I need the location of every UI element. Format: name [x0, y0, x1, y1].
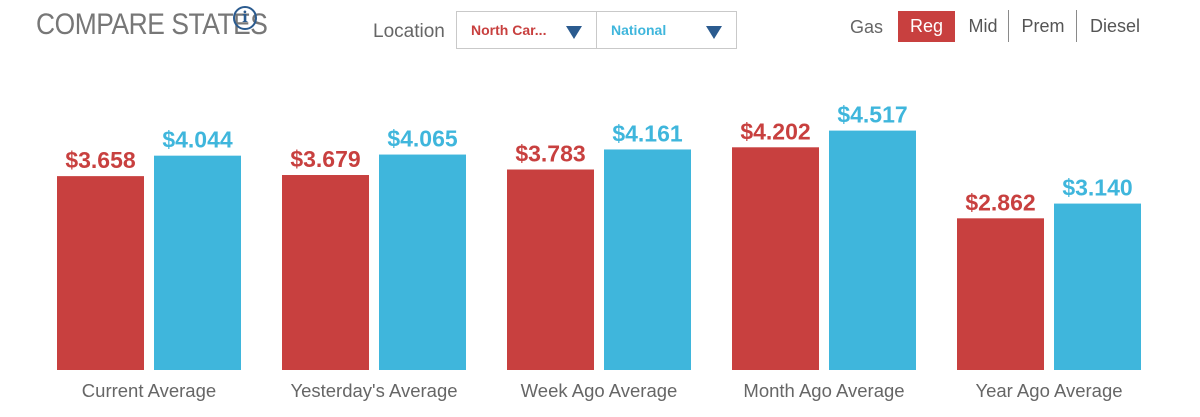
- bar-value-label: $3.783: [515, 141, 585, 167]
- bar-primary[interactable]: [57, 176, 144, 370]
- bar-primary[interactable]: [732, 147, 819, 370]
- category-label: Month Ago Average: [743, 380, 904, 401]
- caret-down-icon: [566, 26, 582, 39]
- bar-value-label: $4.161: [612, 120, 683, 146]
- location-label: Location: [373, 21, 445, 42]
- bar-primary[interactable]: [507, 169, 594, 370]
- fuel-type-label: Gas: [850, 17, 884, 37]
- bar-primary[interactable]: [957, 218, 1044, 370]
- bar-value-label: $2.862: [965, 189, 1035, 215]
- bar-value-label: $4.044: [162, 127, 233, 153]
- bar-value-label: $4.202: [740, 118, 810, 144]
- bar-secondary[interactable]: [379, 154, 466, 370]
- page-title: COMPARE STATES: [36, 8, 268, 41]
- bar-value-label: $3.679: [290, 146, 360, 172]
- bar-primary[interactable]: [282, 175, 369, 370]
- location-select-secondary[interactable]: National: [596, 11, 737, 49]
- location-select-primary[interactable]: North Car...: [456, 11, 597, 49]
- bar-value-label: $4.517: [837, 102, 907, 128]
- caret-down-icon: [706, 26, 722, 39]
- bar-secondary[interactable]: [154, 155, 241, 370]
- bar-secondary[interactable]: [604, 149, 691, 370]
- fuel-tab-prem[interactable]: Prem: [1021, 16, 1065, 36]
- fuel-tab-divider: [1008, 10, 1009, 42]
- location-primary-value: North Car...: [471, 22, 547, 38]
- category-label: Year Ago Average: [975, 380, 1122, 401]
- category-label: Yesterday's Average: [290, 380, 457, 401]
- fuel-tab-diesel[interactable]: Diesel: [1089, 16, 1141, 36]
- bar-secondary[interactable]: [829, 130, 916, 370]
- category-label: Current Average: [82, 380, 216, 401]
- price-comparison-chart: $3.658 $4.044 Current Average $3.679 $4.065 Y…: [57, 102, 1141, 401]
- bar-value-label: $4.065: [387, 126, 458, 152]
- bar-value-label: $3.658: [65, 147, 136, 173]
- bar-secondary[interactable]: [1054, 203, 1141, 370]
- fuel-tab-mid[interactable]: Mid: [968, 16, 998, 36]
- fuel-tab-reg[interactable]: Reg: [898, 11, 955, 42]
- category-label: Week Ago Average: [521, 380, 678, 401]
- info-icon[interactable]: i: [233, 6, 257, 30]
- fuel-tab-divider: [1076, 10, 1077, 42]
- bar-value-label: $3.140: [1062, 175, 1132, 201]
- location-secondary-value: National: [611, 22, 667, 38]
